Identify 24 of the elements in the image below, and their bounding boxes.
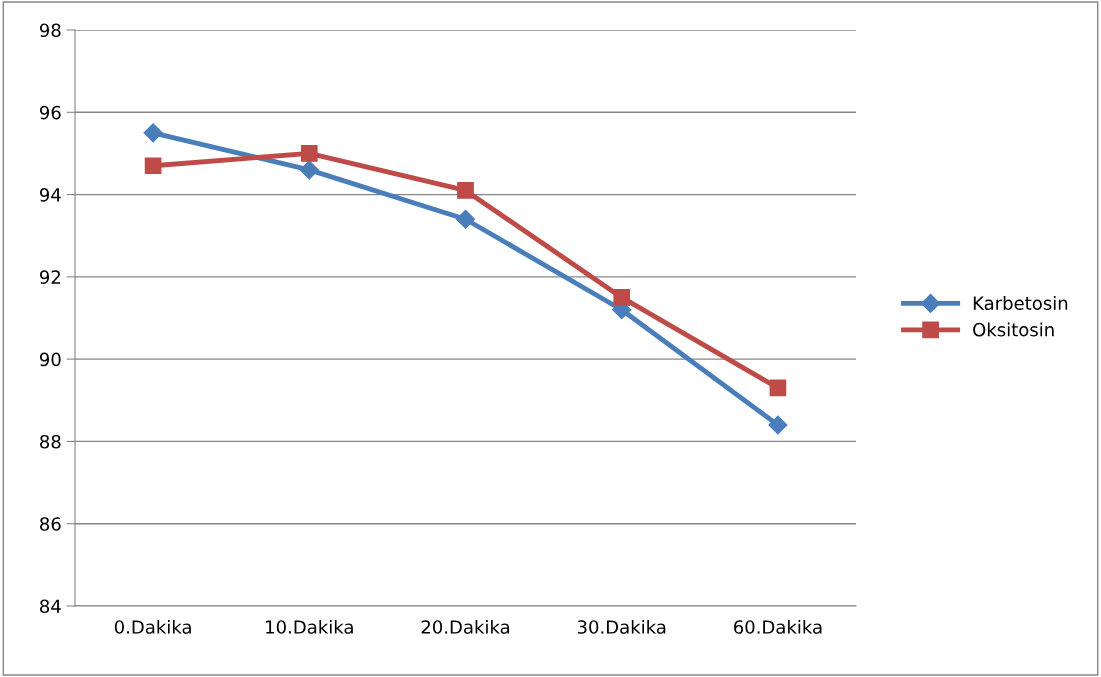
point <box>769 379 787 397</box>
x-tick-label: 30.Dakika <box>577 619 666 634</box>
legend-label: Oksitosin <box>973 322 1054 337</box>
y-tick-label: 92 <box>39 270 60 284</box>
point <box>299 160 319 180</box>
point <box>455 209 476 229</box>
legend-label: Karbetosin <box>973 296 1068 310</box>
y-tick-label: 86 <box>40 517 61 531</box>
point <box>144 157 162 175</box>
point <box>768 415 788 435</box>
y-tick-label: 94 <box>39 188 61 202</box>
y-tick-label: 90 <box>39 352 61 367</box>
point <box>300 145 318 162</box>
point <box>457 182 474 199</box>
x-tick-label: 10.Dakika <box>266 619 353 634</box>
y-tick-label: 98 <box>39 23 61 38</box>
x-tick-label: 20.Dakika <box>421 619 510 634</box>
point <box>613 289 631 306</box>
y-tick-label: 96 <box>39 105 61 120</box>
y-tick-label: 84 <box>40 599 61 614</box>
x-tick-label: 0.Dakika <box>114 619 191 634</box>
y-tick-label: 88 <box>40 434 61 449</box>
point <box>143 123 163 143</box>
x-tick-label: 60.Dakika <box>733 619 822 634</box>
